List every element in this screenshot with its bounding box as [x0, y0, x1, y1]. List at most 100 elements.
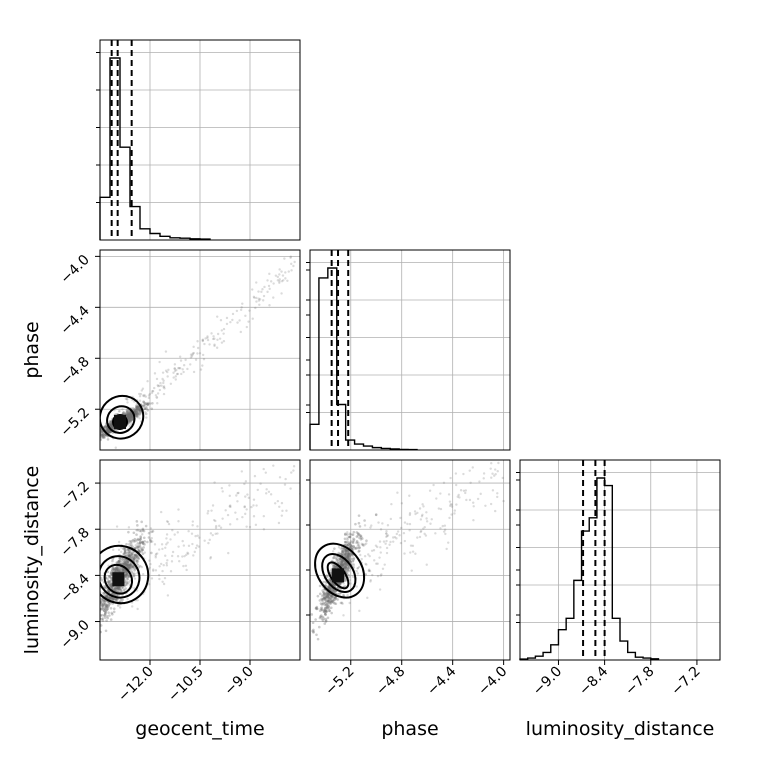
scatter-point — [167, 368, 170, 372]
scatter-point — [135, 533, 138, 536]
scatter-point — [136, 563, 139, 566]
scatter-point — [101, 608, 105, 611]
scatter-point — [104, 428, 108, 431]
scatter-point — [136, 599, 139, 602]
scatter-point — [129, 412, 133, 416]
scatter-point — [126, 415, 130, 419]
scatter-point — [109, 585, 112, 588]
scatter-point — [496, 470, 499, 473]
scatter-point — [289, 487, 292, 490]
scatter-point — [136, 537, 140, 541]
scatter-point — [236, 492, 239, 495]
scatter-point — [102, 599, 105, 603]
scatter-point — [105, 428, 109, 431]
scatter-point — [347, 555, 351, 559]
scatter-point — [326, 598, 330, 602]
scatter-point — [388, 543, 391, 546]
scatter-point — [105, 424, 108, 428]
scatter-point — [325, 575, 329, 579]
scatter-point — [343, 533, 347, 536]
scatter-point — [208, 343, 211, 346]
scatter-point — [245, 508, 248, 511]
scatter-point — [325, 595, 329, 599]
scatter-point — [114, 587, 118, 591]
scatter-point — [339, 563, 343, 566]
scatter-point — [228, 505, 231, 508]
scatter-point — [315, 605, 319, 609]
scatter-point — [128, 416, 132, 420]
scatter-point — [343, 552, 346, 556]
scatter-point — [141, 542, 144, 545]
scatter-point — [121, 569, 125, 572]
scatter-point — [124, 570, 128, 574]
scatter-point — [343, 547, 346, 550]
scatter-point — [109, 423, 113, 426]
scatter-point — [144, 403, 147, 406]
scatter-point — [100, 433, 103, 436]
scatter-point — [126, 572, 129, 576]
scatter-point — [125, 411, 128, 414]
scatter-point — [314, 607, 318, 610]
scatter-point — [110, 576, 113, 579]
scatter-point — [105, 605, 109, 608]
scatter-point — [331, 582, 334, 585]
scatter-point — [215, 346, 219, 349]
scatter-point — [340, 550, 344, 553]
scatter-point — [144, 402, 148, 405]
scatter-point — [127, 416, 131, 419]
scatter-point — [322, 601, 325, 605]
scatter-point — [110, 568, 114, 572]
scatter-point — [140, 550, 144, 554]
scatter-point — [131, 417, 134, 420]
scatter-point — [117, 586, 120, 590]
scatter-point — [376, 545, 379, 549]
scatter-point — [121, 561, 124, 565]
scatter-point — [341, 548, 344, 551]
scatter-point — [478, 480, 481, 483]
scatter-point — [346, 551, 350, 555]
scatter-point — [322, 592, 326, 595]
scatter-point — [118, 587, 121, 590]
scatter-point — [353, 547, 356, 550]
scatter-point — [462, 489, 466, 492]
scatter-point — [106, 570, 110, 574]
scatter-point — [385, 551, 389, 555]
scatter-point — [361, 537, 364, 540]
density-peak — [114, 414, 126, 429]
scatter-point — [220, 486, 224, 490]
scatter-point — [327, 593, 330, 597]
scatter-point — [345, 549, 349, 553]
scatter-point — [348, 553, 351, 557]
scatter-point — [496, 495, 499, 499]
scatter-point — [125, 563, 128, 567]
scatter-point — [118, 585, 122, 589]
scatter-point — [133, 557, 136, 560]
scatter-point — [109, 602, 112, 605]
scatter-point — [106, 428, 110, 431]
scatter-point — [344, 550, 348, 554]
scatter-point — [280, 292, 283, 295]
scatter-point — [348, 554, 352, 558]
scatter-point — [450, 513, 453, 516]
scatter-point — [356, 546, 360, 550]
scatter-point — [409, 544, 413, 547]
scatter-point — [363, 543, 367, 546]
scatter-point — [341, 564, 344, 567]
scatter-point — [95, 431, 98, 434]
scatter-point — [141, 573, 145, 576]
scatter-point — [371, 573, 374, 577]
scatter-point — [128, 418, 131, 421]
scatter-point — [374, 513, 378, 516]
scatter-point — [248, 525, 252, 529]
scatter-point — [318, 609, 322, 613]
scatter-point — [125, 542, 128, 546]
scatter-point — [356, 532, 360, 536]
scatter-point — [107, 430, 111, 433]
scatter-point — [97, 439, 100, 442]
scatter-point — [320, 606, 324, 609]
scatter-point — [130, 565, 133, 569]
scatter-point — [121, 598, 124, 601]
scatter-point — [138, 408, 142, 412]
scatter-point — [235, 494, 238, 497]
scatter-point — [324, 609, 328, 613]
